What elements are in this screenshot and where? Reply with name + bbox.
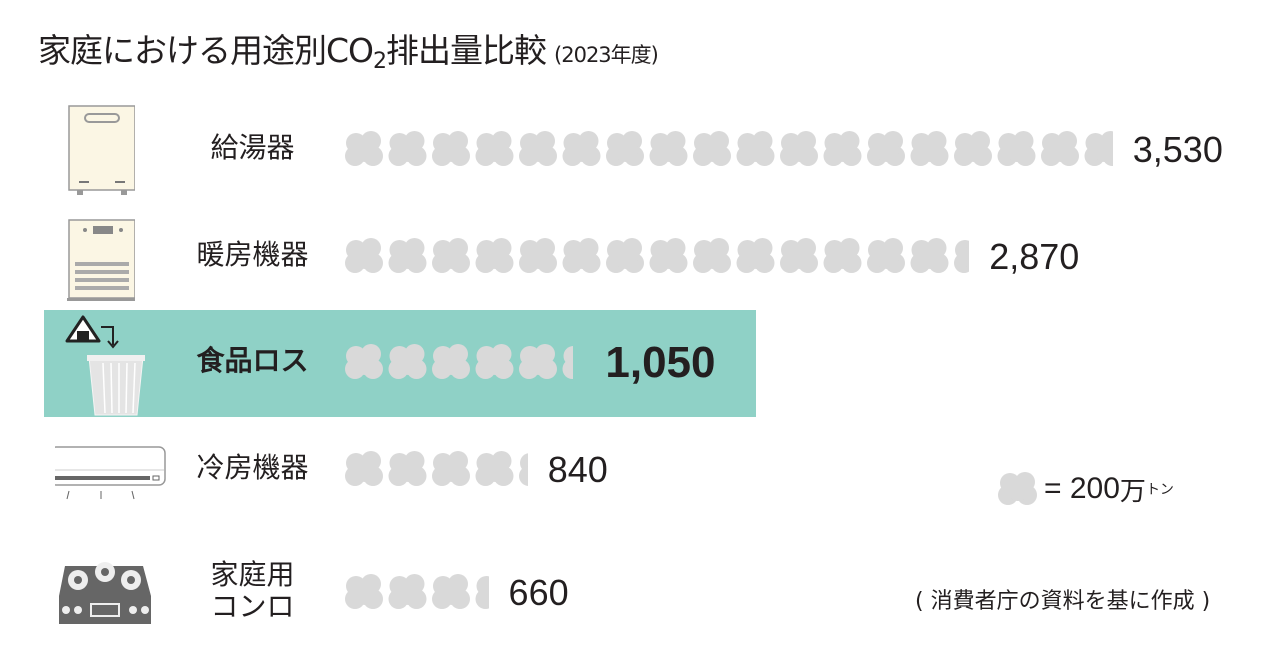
cloud-icon <box>519 453 528 486</box>
cloud-icon <box>562 238 601 273</box>
cloud-icon <box>388 344 427 379</box>
cloud-icon <box>998 472 1037 505</box>
heater-icon <box>55 212 137 316</box>
category-label: 食品ロス <box>160 345 345 377</box>
cloud-icon <box>388 238 427 273</box>
cloud-icon <box>1084 131 1113 166</box>
category-label: 冷房機器 <box>160 452 345 484</box>
cloud-icon <box>475 344 514 379</box>
cloud-icon <box>475 576 489 609</box>
cloud-icon <box>345 451 383 486</box>
category-label: 給湯器 <box>160 132 345 164</box>
cloud-icon <box>432 131 470 166</box>
pictogram-bar <box>345 574 489 609</box>
chart-subtitle: (2023年度) <box>554 43 659 67</box>
category-label-line: 家庭用 <box>210 558 295 591</box>
cloud-icon <box>519 344 557 379</box>
value-label: 2,870 <box>989 236 1080 277</box>
pictogram-bar <box>345 131 1113 166</box>
cloud-icon <box>475 238 514 273</box>
cloud-icon <box>562 131 601 166</box>
legend-unit: 万 <box>1119 475 1146 506</box>
category-label-line: 冷房機器 <box>196 451 309 484</box>
cloud-icon <box>736 238 775 273</box>
pictogram-bar <box>345 238 970 273</box>
air-conditioner-icon <box>49 445 170 514</box>
legend-equals: = 200 <box>1044 472 1120 505</box>
cloud-icon <box>997 131 1036 166</box>
food-waste-icon <box>55 313 145 422</box>
cloud-icon <box>562 346 574 379</box>
cloud-icon <box>606 131 644 166</box>
cloud-icon <box>388 574 427 609</box>
cloud-icon <box>823 238 862 273</box>
value-label: 660 <box>508 572 569 613</box>
cloud-icon <box>693 238 731 273</box>
category-label-line: コンロ <box>210 590 295 623</box>
value-label: 1,050 <box>605 338 716 387</box>
pictogram-bar <box>345 344 574 379</box>
category-label-line: 暖房機器 <box>196 238 309 271</box>
cloud-icon <box>519 238 557 273</box>
cloud-icon <box>388 451 427 486</box>
cloud-icon <box>345 131 383 166</box>
cloud-icon <box>475 131 514 166</box>
cloud-icon <box>867 131 905 166</box>
cloud-icon <box>345 344 383 379</box>
cloud-icon <box>954 240 970 273</box>
gas-stove-icon <box>55 558 155 632</box>
water-heater-icon <box>55 100 136 214</box>
cloud-icon <box>345 238 383 273</box>
cloud-icon <box>910 238 949 273</box>
legend-ton: トン <box>1145 481 1174 497</box>
cloud-icon <box>867 238 905 273</box>
cloud-icon <box>388 131 427 166</box>
category-label-line: 給湯器 <box>210 131 295 164</box>
category-label: 家庭用 コンロ <box>160 559 345 623</box>
cloud-icon <box>910 131 949 166</box>
cloud-icon <box>780 238 818 273</box>
cloud-icon <box>1041 131 1079 166</box>
cloud-icon <box>780 131 818 166</box>
cloud-icon <box>693 131 731 166</box>
category-label-line: 食品ロス <box>196 344 309 377</box>
cloud-icon <box>345 574 383 609</box>
source-note: ( 消費者庁の資料を基に作成 ) <box>915 589 1211 614</box>
cloud-icon <box>649 131 688 166</box>
pictogram-bar <box>345 451 528 486</box>
cloud-icon <box>432 238 470 273</box>
cloud-icon <box>606 238 644 273</box>
cloud-icon <box>954 131 992 166</box>
cloud-icon <box>432 574 470 609</box>
cloud-icon <box>432 451 470 486</box>
legend: = 200 万トン <box>998 470 1174 508</box>
cloud-icon <box>519 131 557 166</box>
value-label: 3,530 <box>1132 129 1223 170</box>
cloud-icon <box>736 131 775 166</box>
chart-title: 家庭における用途別CO2排出量比較 (2023年度) <box>38 31 659 74</box>
cloud-icon <box>432 344 470 379</box>
cloud-icon <box>475 451 514 486</box>
cloud-icon <box>823 131 862 166</box>
cloud-icon <box>649 238 688 273</box>
category-label: 暖房機器 <box>160 239 345 271</box>
value-label: 840 <box>547 449 608 490</box>
